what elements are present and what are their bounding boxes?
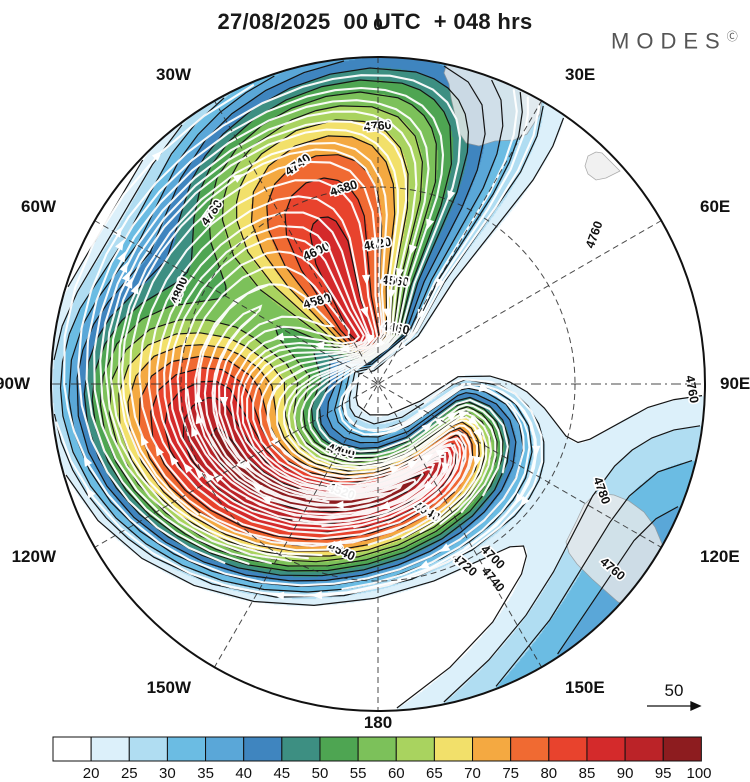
svg-text:90E: 90E: [720, 374, 750, 393]
svg-text:45: 45: [273, 765, 290, 782]
svg-text:80: 80: [540, 765, 557, 782]
svg-text:25: 25: [121, 765, 138, 782]
svg-text:20: 20: [83, 765, 100, 782]
svg-text:30W: 30W: [156, 65, 192, 84]
svg-text:50: 50: [665, 681, 684, 700]
svg-text:100: 100: [686, 765, 711, 782]
svg-text:120E: 120E: [700, 547, 740, 566]
svg-text:150E: 150E: [565, 678, 605, 697]
svg-text:50: 50: [312, 765, 329, 782]
svg-text:60: 60: [388, 765, 405, 782]
svg-text:90: 90: [617, 765, 634, 782]
svg-text:30: 30: [159, 765, 176, 782]
svg-text:90W: 90W: [0, 374, 31, 393]
svg-text:180: 180: [364, 713, 392, 732]
svg-text:85: 85: [579, 765, 596, 782]
svg-text:65: 65: [426, 765, 443, 782]
svg-text:35: 35: [197, 765, 214, 782]
svg-text:70: 70: [464, 765, 481, 782]
svg-text:55: 55: [350, 765, 367, 782]
svg-text:120W: 120W: [12, 547, 57, 566]
svg-text:30E: 30E: [565, 65, 595, 84]
svg-text:75: 75: [502, 765, 519, 782]
svg-text:60E: 60E: [700, 197, 730, 216]
svg-text:40: 40: [235, 765, 252, 782]
svg-text:95: 95: [655, 765, 672, 782]
svg-text:60W: 60W: [21, 197, 57, 216]
svg-text:150W: 150W: [147, 678, 192, 697]
